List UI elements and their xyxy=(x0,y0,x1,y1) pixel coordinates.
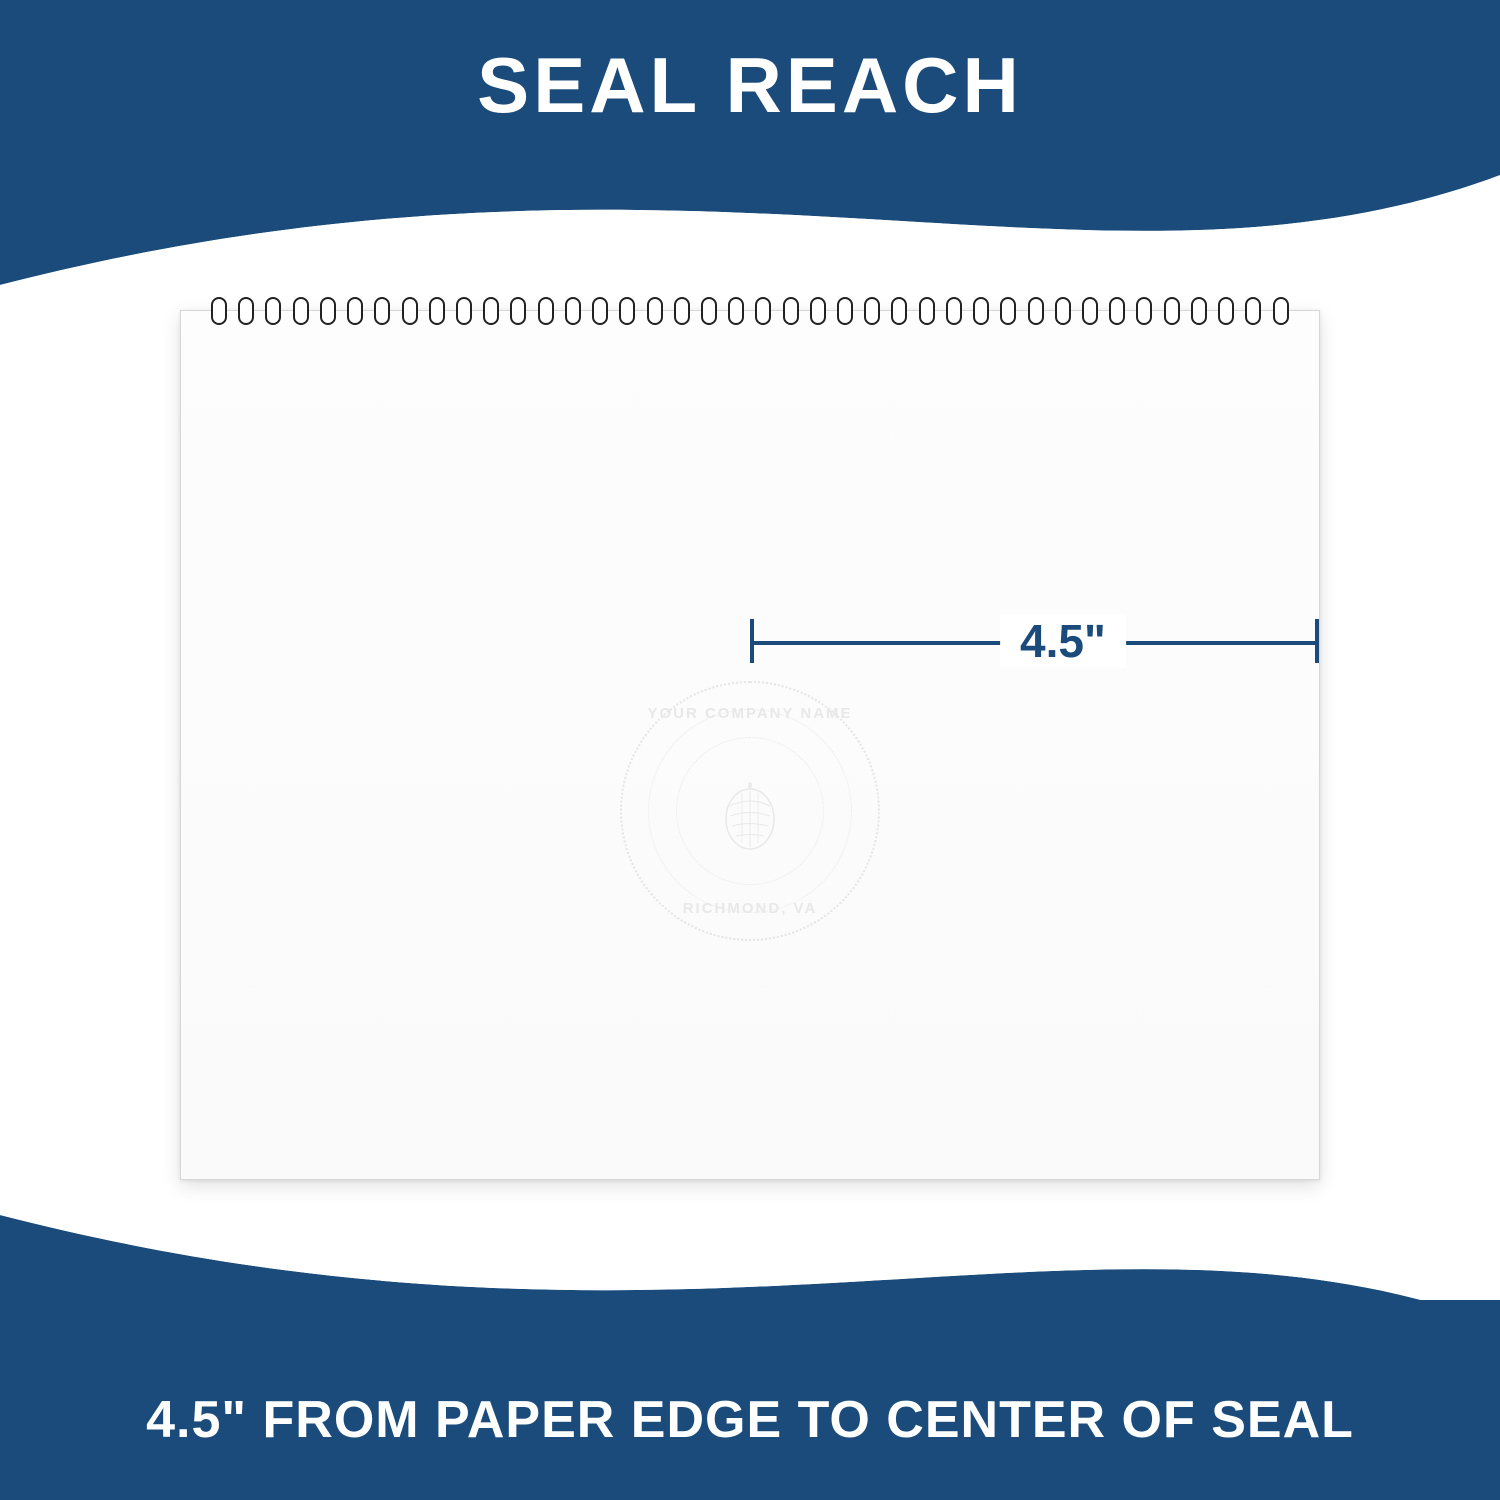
spiral-ring xyxy=(619,297,635,325)
spiral-ring xyxy=(510,297,526,325)
spiral-ring xyxy=(783,297,799,325)
spiral-ring xyxy=(1191,297,1207,325)
spiral-ring xyxy=(538,297,554,325)
spiral-ring xyxy=(347,297,363,325)
footer-caption: 4.5" FROM PAPER EDGE TO CENTER OF SEAL xyxy=(146,1390,1354,1450)
spiral-ring xyxy=(919,297,935,325)
spiral-ring xyxy=(320,297,336,325)
spiral-ring xyxy=(1109,297,1125,325)
spiral-ring xyxy=(265,297,281,325)
spiral-ring xyxy=(1082,297,1098,325)
spiral-ring xyxy=(810,297,826,325)
spiral-ring xyxy=(1273,297,1289,325)
spiral-ring xyxy=(1218,297,1234,325)
spiral-ring xyxy=(483,297,499,325)
spiral-ring xyxy=(456,297,472,325)
spiral-binding xyxy=(211,297,1289,325)
spiral-ring xyxy=(728,297,744,325)
spiral-ring xyxy=(402,297,418,325)
spiral-ring xyxy=(592,297,608,325)
spiral-ring xyxy=(374,297,390,325)
tick-right xyxy=(1315,619,1319,663)
notebook-pad: 4.5" YOUR COMPANY NAME RICHMOND, VA xyxy=(180,310,1320,1180)
spiral-ring xyxy=(1136,297,1152,325)
spiral-ring xyxy=(1164,297,1180,325)
seal-company-text: YOUR COMPANY NAME xyxy=(620,705,880,722)
spiral-ring xyxy=(647,297,663,325)
embossed-seal: YOUR COMPANY NAME RICHMOND, VA xyxy=(620,681,880,941)
spiral-ring xyxy=(1245,297,1261,325)
spiral-ring xyxy=(1055,297,1071,325)
spiral-ring xyxy=(565,297,581,325)
spiral-ring xyxy=(837,297,853,325)
spiral-ring xyxy=(891,297,907,325)
spiral-ring xyxy=(946,297,962,325)
seal-location-text: RICHMOND, VA xyxy=(620,900,880,917)
seal-inner-ring xyxy=(676,737,824,885)
spiral-ring xyxy=(1028,297,1044,325)
spiral-ring xyxy=(864,297,880,325)
footer-band: 4.5" FROM PAPER EDGE TO CENTER OF SEAL xyxy=(0,1300,1500,1500)
spiral-ring xyxy=(293,297,309,325)
measurement-indicator: 4.5" xyxy=(750,611,1319,671)
header-band: SEAL REACH xyxy=(0,0,1500,200)
spiral-ring xyxy=(755,297,771,325)
seal-emblem-icon xyxy=(700,761,800,861)
spiral-ring xyxy=(1000,297,1016,325)
spiral-ring xyxy=(701,297,717,325)
spiral-ring xyxy=(238,297,254,325)
page-title: SEAL REACH xyxy=(477,40,1023,131)
spiral-ring xyxy=(674,297,690,325)
measurement-label: 4.5" xyxy=(1000,614,1126,668)
spiral-ring xyxy=(211,297,227,325)
spiral-ring xyxy=(429,297,445,325)
spiral-ring xyxy=(973,297,989,325)
